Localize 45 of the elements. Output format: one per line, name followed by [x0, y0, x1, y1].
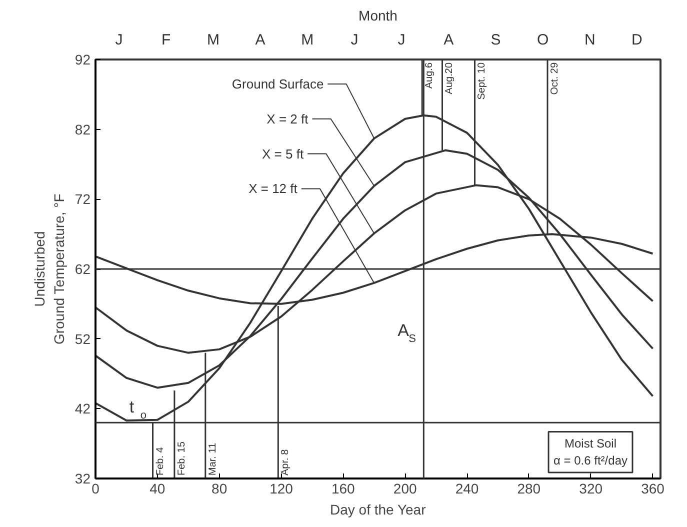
text: J — [350, 32, 358, 48]
annotation: Feb. 4 — [154, 446, 166, 476]
x-tick-label: 0 — [92, 480, 100, 496]
annotation: Sept. 10 — [476, 62, 488, 100]
y-tick-label: 62 — [74, 261, 91, 277]
text: A — [255, 32, 266, 48]
text: N — [584, 32, 596, 48]
x-axis-title: Day of the Year — [330, 502, 426, 518]
annotation: Aug.20 — [444, 62, 456, 94]
annotation: Oct. 29 — [550, 62, 560, 95]
text: F — [162, 32, 171, 48]
x-tick-label: 200 — [393, 480, 417, 496]
text: S — [490, 32, 501, 48]
y-axis-title: Undisturbed Ground Temperature, °F — [32, 194, 67, 345]
annotation: Apr. 8 — [280, 448, 292, 476]
y-tick-label: 72 — [74, 191, 91, 208]
y-tick-label: 92 — [74, 52, 91, 68]
text: J — [115, 32, 123, 48]
text: X = 5 ft — [262, 146, 304, 162]
annotation: Feb. 15 — [176, 441, 188, 476]
annotation: Mar. 11 — [207, 442, 218, 476]
text: X = 2 ft — [266, 111, 309, 126]
text: A — [444, 32, 454, 48]
text: M — [206, 32, 220, 48]
annotation: Moist Soil α = 0.6 ft²/day — [554, 436, 628, 468]
x-tick-label: 280 — [517, 480, 541, 496]
y-tick-label: 82 — [74, 121, 91, 138]
x-tick-label: 120 — [270, 480, 294, 496]
x-tick-label: 240 — [455, 480, 479, 496]
text: D — [632, 32, 643, 48]
chart-title: Month — [358, 8, 398, 24]
text: X = 12 ft — [248, 181, 298, 196]
x-tick-label: 40 — [150, 480, 166, 496]
y-tick-label: 52 — [74, 330, 91, 347]
text: O — [536, 32, 549, 48]
text: M — [301, 32, 314, 48]
x-tick-label: 160 — [331, 480, 356, 496]
text: Ground Surface — [232, 76, 324, 92]
y-tick-label: 42 — [74, 400, 91, 417]
y-tick-label: 32 — [74, 470, 91, 486]
x-tick-label: 80 — [212, 480, 228, 496]
x-tick-label: 360 — [641, 480, 665, 496]
text: J — [398, 32, 406, 48]
annotation: Aug.6 — [424, 62, 436, 89]
x-tick-label: 320 — [579, 480, 603, 496]
